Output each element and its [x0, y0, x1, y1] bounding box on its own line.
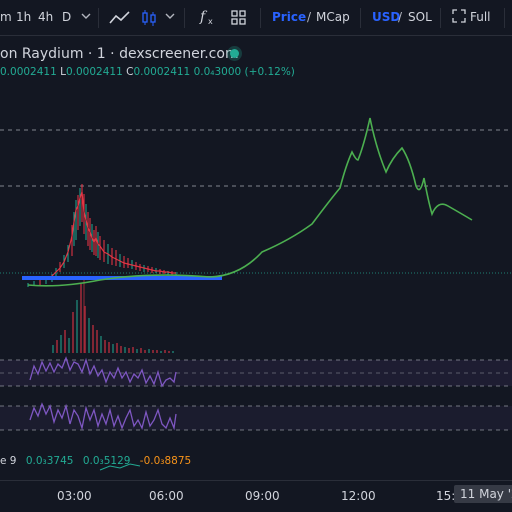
chevron-down-icon[interactable] [80, 8, 92, 27]
prediction-drawing[interactable] [27, 117, 473, 287]
fullscreen-icon[interactable] [452, 9, 466, 26]
price-mcap-separator: / [307, 10, 312, 24]
change-value: 0.0₄3000 (+0.12%) [193, 66, 295, 78]
toolbar-divider [440, 8, 441, 28]
oscillator-band [0, 360, 512, 386]
toolbar-divider [260, 8, 261, 28]
sol-toggle[interactable]: SOL [408, 10, 432, 24]
svg-text:f: f [199, 9, 208, 25]
svg-text:x: x [208, 17, 213, 26]
crosshair-date-badge: 11 May '2 [454, 485, 512, 503]
price-trace [49, 191, 176, 279]
open-value: 0.0002411 [0, 66, 57, 78]
usd-toggle[interactable]: USD [372, 10, 401, 24]
line-chart-type-icon[interactable] [108, 8, 132, 31]
price-chart[interactable] [0, 36, 512, 480]
indicator-value-3: -0.0₃8875 [139, 455, 192, 467]
time-axis-label: 09:00 [245, 489, 280, 503]
live-status-icon [230, 49, 239, 58]
toolbar-divider [504, 8, 505, 28]
price-toggle[interactable]: Price [272, 10, 307, 24]
toolbar-divider [360, 8, 361, 28]
close-label: C [126, 66, 134, 78]
indicator-name: e 9 [0, 455, 17, 467]
low-label: L [60, 66, 66, 78]
toolbar-divider [98, 8, 99, 28]
time-axis-label: 12:00 [341, 489, 376, 503]
oscillator-band [0, 406, 512, 430]
time-axis-label: 15: [436, 489, 456, 503]
interval-d-button[interactable]: D [62, 10, 72, 24]
chart-title: on Raydium · 1 · dexscreener.com [0, 46, 239, 62]
interval-minute-button[interactable]: m [0, 10, 12, 24]
time-axis-label: 03:00 [57, 489, 92, 503]
indicator-line [99, 463, 141, 471]
usd-sol-separator: / [398, 10, 403, 24]
candles-chart-type-icon[interactable] [140, 8, 158, 31]
indicator-value-2: 0.0₃5129 [82, 455, 131, 467]
close-value: 0.0002411 [133, 66, 191, 78]
chevron-down-icon[interactable] [164, 8, 176, 27]
low-value: 0.0002411 [65, 66, 123, 78]
mcap-toggle[interactable]: MCap [316, 10, 350, 24]
ohlc-legend: 0.0002411 L0.0002411 C0.0002411 0.0₄3000… [0, 66, 295, 78]
time-axis[interactable]: 03:00 06:00 09:00 12:00 15: 11 May '2 [0, 480, 512, 512]
indicator-value-1: 0.0₃3745 [25, 455, 74, 467]
support-line[interactable] [22, 276, 222, 280]
interval-4h-button[interactable]: 4h [38, 10, 54, 24]
rsi-line [29, 356, 177, 388]
price-candles [27, 184, 177, 287]
indicator-legend: e 9 0.0₃3745 0.0₃5129 -0.0₃8875 [0, 455, 191, 467]
time-axis-label: 06:00 [149, 489, 184, 503]
interval-1h-button[interactable]: 1h [16, 10, 32, 24]
fullscreen-button[interactable]: Full [470, 10, 491, 24]
volume-bars [52, 284, 174, 353]
layout-grid-icon[interactable] [230, 9, 248, 30]
stoch-line [29, 402, 177, 431]
toolbar-divider [184, 8, 185, 28]
